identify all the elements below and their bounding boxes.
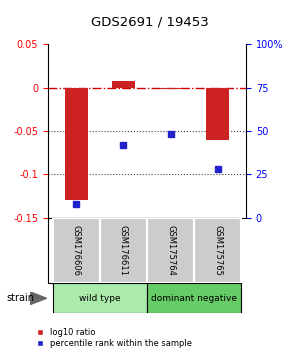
Bar [112,81,135,88]
Bar [206,88,230,140]
Bar [100,218,147,283]
Text: GSM175765: GSM175765 [213,225,222,276]
Bar [147,218,194,283]
Bar [194,218,241,283]
Text: GDS2691 / 19453: GDS2691 / 19453 [91,16,209,29]
Legend: log10 ratio, percentile rank within the sample: log10 ratio, percentile rank within the … [31,329,192,348]
Text: GSM175764: GSM175764 [166,225,175,276]
Bar [64,88,88,200]
Bar [53,283,147,313]
Text: strain: strain [6,293,34,303]
Text: wild type: wild type [79,294,121,303]
Text: dominant negative: dominant negative [151,294,237,303]
Polygon shape [30,292,46,304]
Bar [53,218,100,283]
Text: GSM176606: GSM176606 [72,225,81,276]
Bar [159,88,182,89]
Bar [147,283,241,313]
Text: GSM176611: GSM176611 [119,225,128,276]
